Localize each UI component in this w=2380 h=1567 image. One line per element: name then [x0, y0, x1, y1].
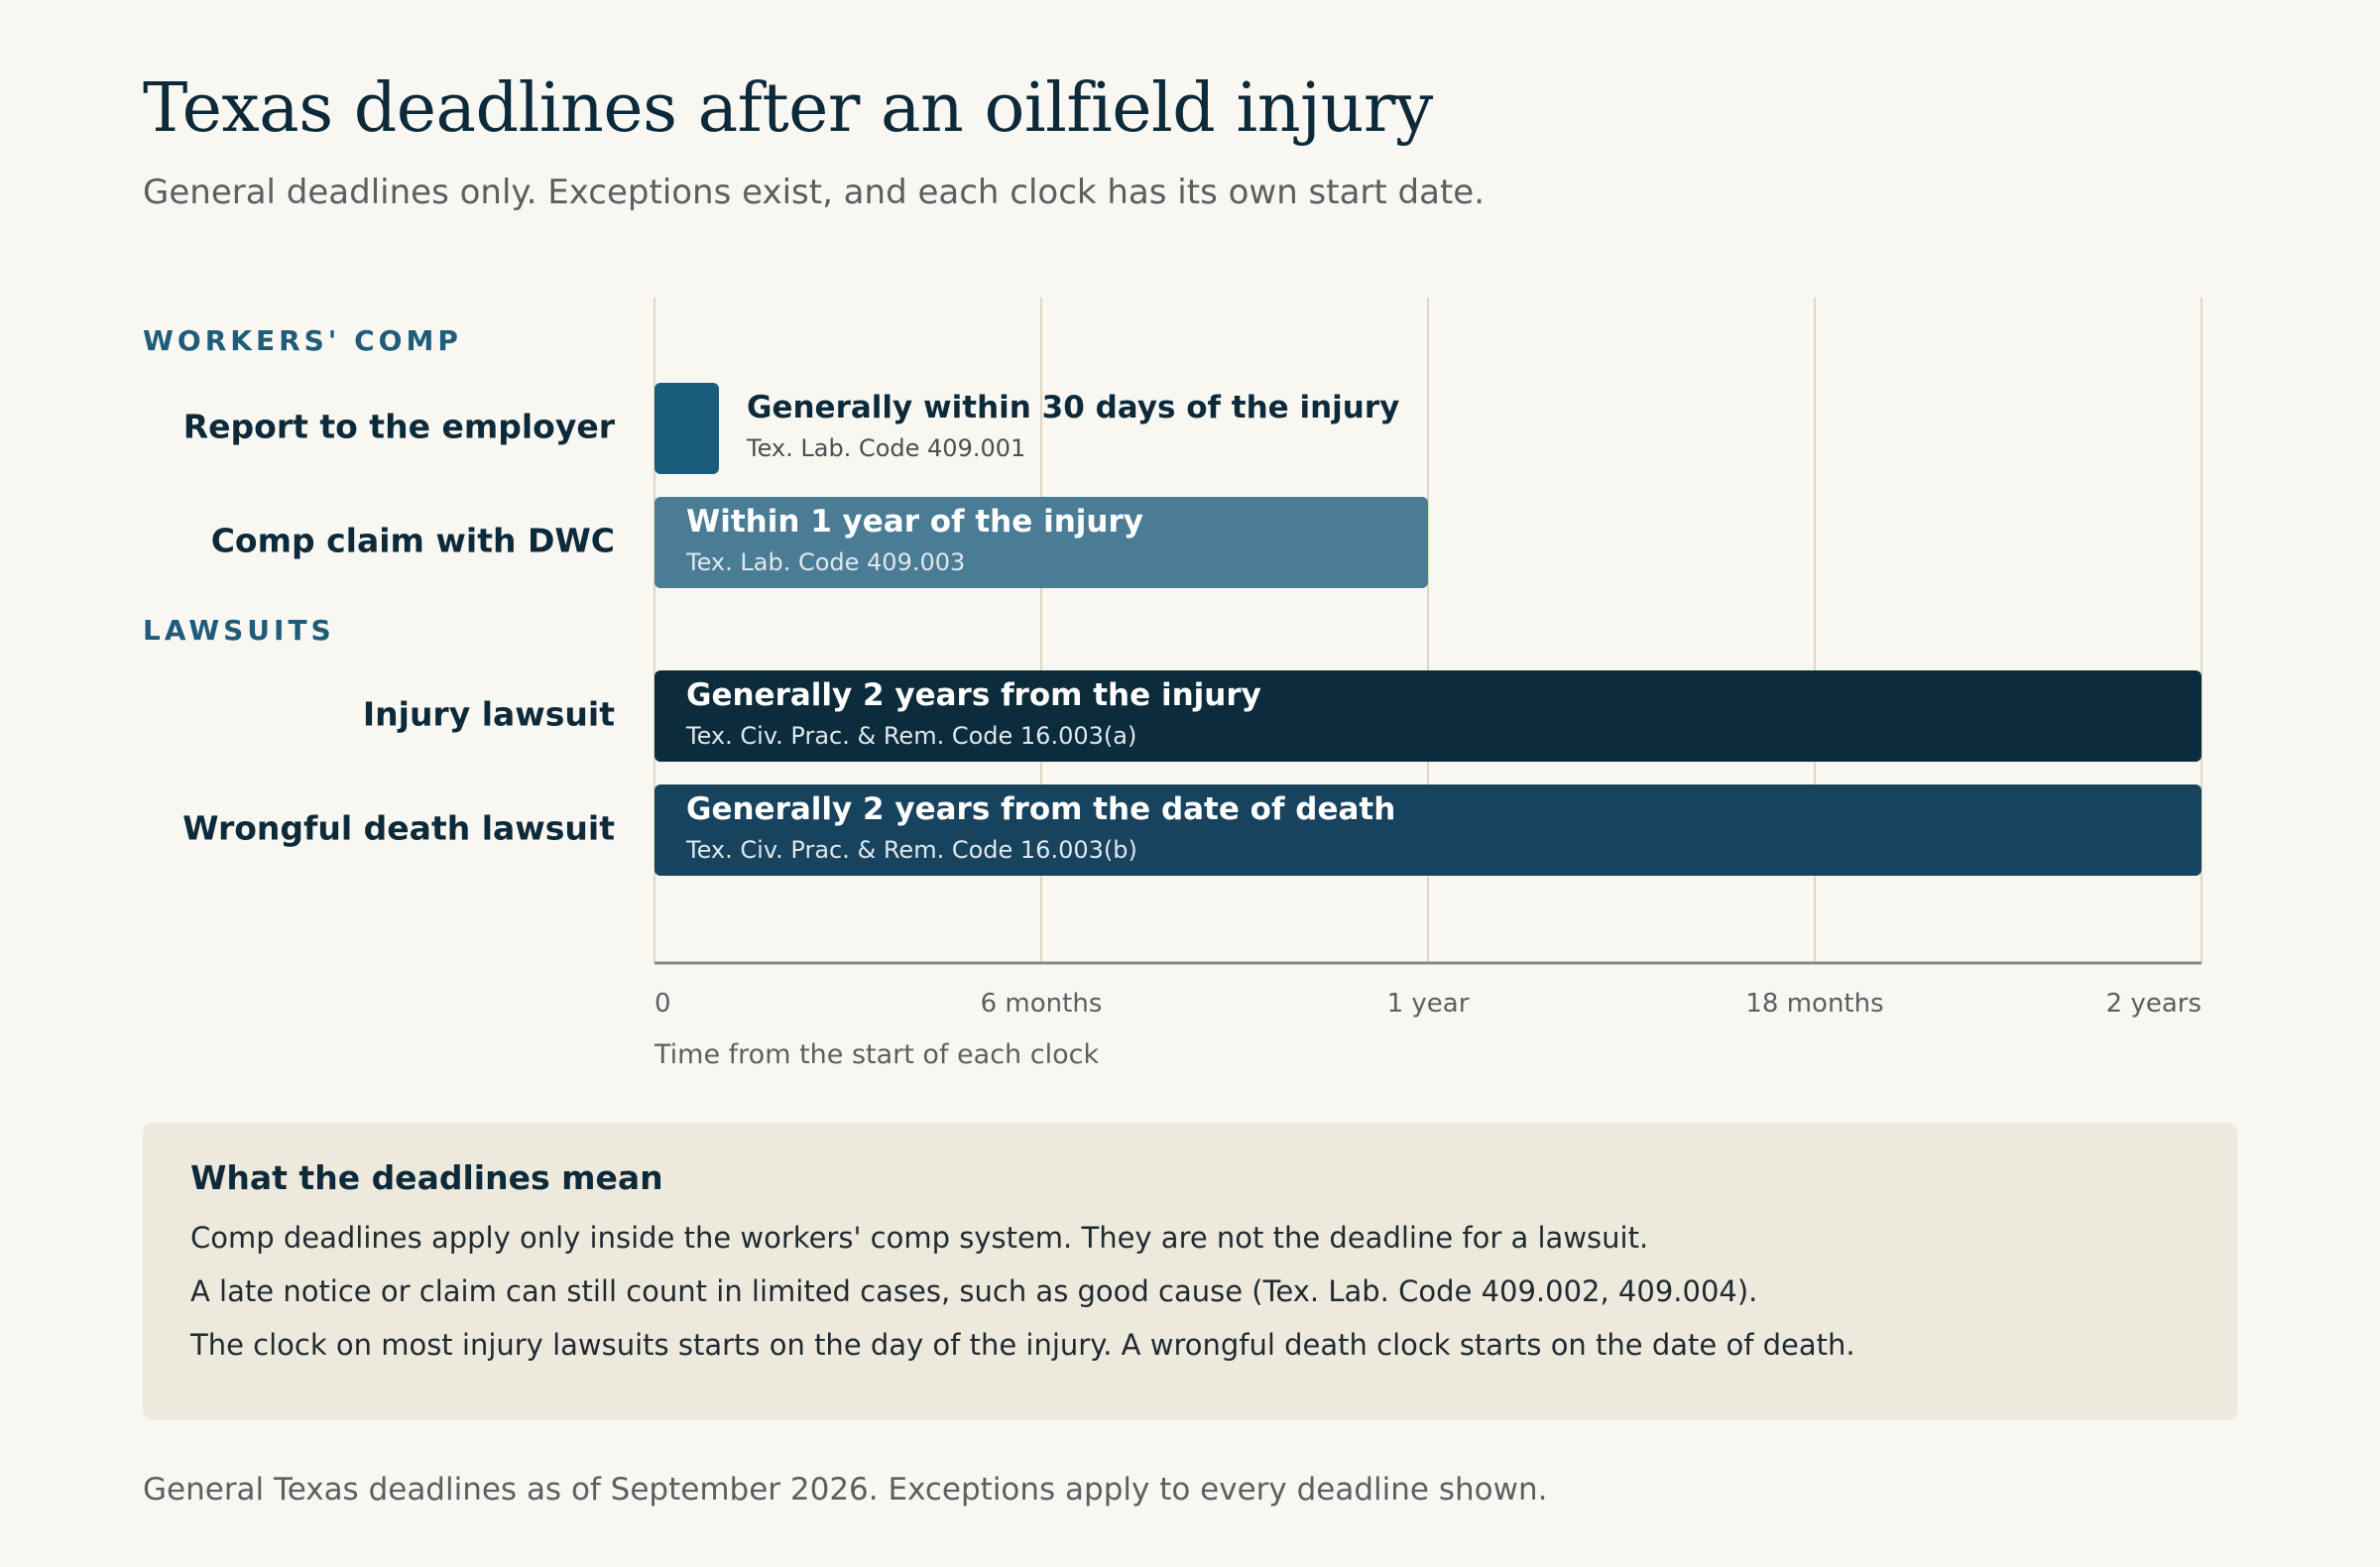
- deadline-bar: [654, 670, 2202, 762]
- row-label: Comp claim with DWC: [211, 522, 615, 560]
- x-tick-label: 18 months: [1745, 989, 1883, 1019]
- row-label: Injury lawsuit: [363, 695, 615, 734]
- x-tick-label: 6 months: [981, 989, 1103, 1019]
- row-label: Report to the employer: [183, 408, 616, 446]
- notes-title: What the deadlines mean: [190, 1158, 663, 1197]
- bar-label: Within 1 year of the injury: [686, 504, 1143, 540]
- x-axis-title: Time from the start of each clock: [654, 1039, 1099, 1070]
- bar-label: Generally within 30 days of the injury: [747, 390, 1399, 425]
- group-label-0: WORKERS' COMP: [143, 324, 462, 357]
- bar-citation: Tex. Civ. Prac. & Rem. Code 16.003(a): [685, 722, 1136, 750]
- bar-label: Generally 2 years from the injury: [686, 677, 1261, 713]
- deadline-bar: [654, 784, 2202, 876]
- x-tick-label: 2 years: [2106, 989, 2202, 1019]
- notes-panel: What the deadlines mean Comp deadlines a…: [143, 1123, 2237, 1420]
- group-label-1: LAWSUITS: [143, 614, 335, 647]
- page-title: Texas deadlines after an oilfield injury: [143, 69, 1433, 148]
- page-subtitle: General deadlines only. Exceptions exist…: [143, 173, 1486, 212]
- bar-label: Generally 2 years from the date of death: [686, 791, 1395, 827]
- x-tick-label: 1 year: [1387, 989, 1470, 1019]
- note-item-3: The clock on most injury lawsuits starts…: [190, 1328, 1855, 1362]
- bar-citation: Tex. Lab. Code 409.001: [746, 434, 1025, 462]
- footnote: General Texas deadlines as of September …: [143, 1472, 1548, 1507]
- note-item-2: A late notice or claim can still count i…: [190, 1274, 1758, 1308]
- deadline-chart: WORKERS' COMP Report to the employer Gener…: [143, 298, 2202, 1070]
- deadline-bar: [654, 383, 719, 474]
- x-tick-label: 0: [654, 989, 671, 1019]
- bar-citation: Tex. Lab. Code 409.003: [685, 548, 965, 576]
- row-label: Wrongful death lawsuit: [182, 809, 615, 848]
- deadline-bar: [654, 497, 1428, 588]
- note-item-1: Comp deadlines apply only inside the wor…: [190, 1221, 1649, 1255]
- bar-citation: Tex. Civ. Prac. & Rem. Code 16.003(b): [685, 836, 1137, 864]
